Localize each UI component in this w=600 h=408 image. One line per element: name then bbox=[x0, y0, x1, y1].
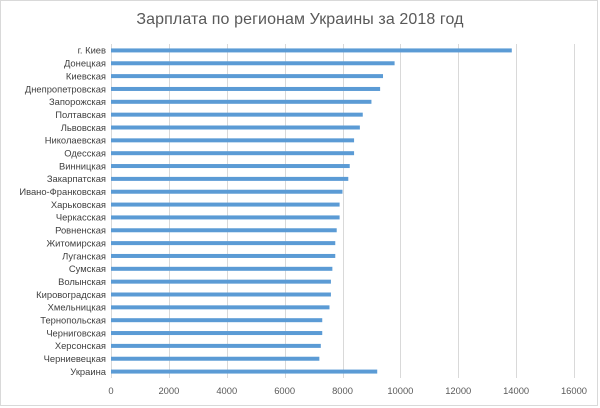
bar bbox=[111, 305, 330, 310]
category-label: Ровненская bbox=[55, 225, 106, 236]
category-label: Николаевская bbox=[45, 135, 106, 146]
bar bbox=[111, 369, 378, 374]
category-label: Полтавская bbox=[55, 109, 106, 120]
category-label: Закарпатская bbox=[47, 173, 106, 184]
bar bbox=[111, 343, 321, 348]
bar bbox=[111, 138, 355, 143]
x-tick-label: 0 bbox=[108, 385, 113, 396]
bar bbox=[111, 318, 323, 323]
bar bbox=[111, 48, 512, 53]
x-tick-label: 6000 bbox=[274, 385, 295, 396]
category-label: Запорожская bbox=[49, 96, 106, 107]
bar bbox=[111, 151, 355, 156]
category-label: Одесская bbox=[64, 147, 106, 158]
category-label: Луганская bbox=[62, 250, 106, 261]
category-label: Украина bbox=[70, 366, 106, 377]
bar bbox=[111, 266, 333, 271]
gridlines bbox=[111, 44, 575, 378]
category-label: Киевская bbox=[66, 70, 106, 81]
category-label: Хмельницкая bbox=[48, 302, 106, 313]
category-label: Донецкая bbox=[64, 58, 106, 69]
bar bbox=[111, 125, 360, 130]
bar bbox=[111, 253, 336, 258]
bar bbox=[111, 228, 337, 233]
bar bbox=[111, 292, 331, 297]
bar bbox=[111, 241, 336, 246]
x-axis-tick-labels: 0 2000 4000 6000 8000 10000 12000 14000 16000 bbox=[108, 385, 587, 396]
x-tick-label: 14000 bbox=[503, 385, 529, 396]
category-label: Волынская bbox=[58, 276, 106, 287]
x-tick-label: 4000 bbox=[216, 385, 237, 396]
bar bbox=[111, 61, 395, 66]
bars bbox=[111, 48, 512, 374]
chart-title: Зарплата по регионам Украины за 2018 год bbox=[136, 11, 464, 28]
category-label: Днепропетровская bbox=[25, 83, 106, 94]
x-tick-label: 10000 bbox=[387, 385, 413, 396]
bar bbox=[111, 99, 372, 104]
x-tick-label: 16000 bbox=[561, 385, 587, 396]
bar bbox=[111, 74, 384, 79]
category-label: Херсонская bbox=[55, 340, 106, 351]
bar bbox=[111, 176, 349, 181]
bar bbox=[111, 331, 323, 336]
category-label: Черниевецкая bbox=[44, 353, 106, 364]
x-tick-label: 8000 bbox=[332, 385, 353, 396]
bar bbox=[111, 356, 320, 361]
category-label: Сумская bbox=[69, 263, 106, 274]
bar bbox=[111, 164, 350, 169]
bar bbox=[111, 279, 331, 284]
category-label: Черкасская bbox=[56, 212, 106, 223]
category-label: г. Киев bbox=[78, 45, 106, 56]
bar bbox=[111, 86, 381, 91]
category-label: Винницкая bbox=[59, 160, 106, 171]
category-label: Харьковская bbox=[51, 199, 106, 210]
category-label: Тернопольская bbox=[40, 314, 106, 325]
bar bbox=[111, 112, 363, 117]
category-label: Кировоградская bbox=[36, 289, 106, 300]
x-tick-label: 12000 bbox=[445, 385, 471, 396]
category-label: Черниговская bbox=[46, 327, 106, 338]
bar bbox=[111, 202, 340, 207]
bar bbox=[111, 189, 343, 194]
bar bbox=[111, 215, 340, 220]
category-label: Житомирская bbox=[47, 237, 106, 248]
x-tick-label: 2000 bbox=[158, 385, 179, 396]
category-label: Львовская bbox=[61, 122, 106, 133]
category-label: Ивано-Франковская bbox=[19, 186, 106, 197]
